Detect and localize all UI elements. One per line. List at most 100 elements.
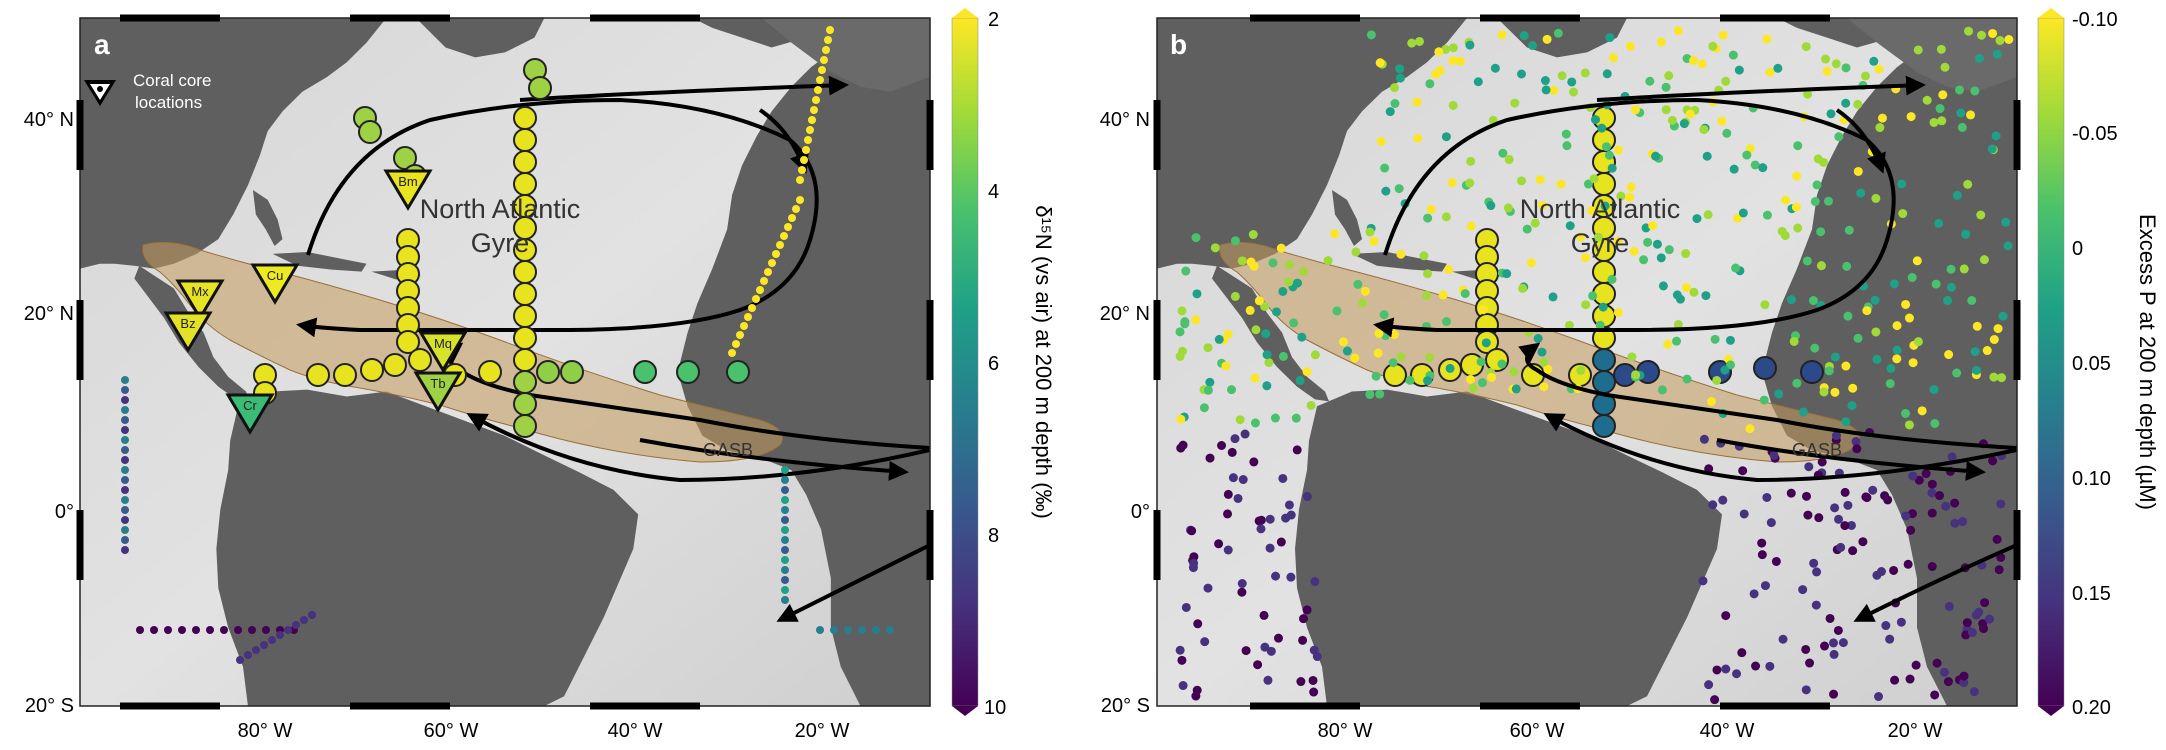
station-dot bbox=[1465, 374, 1475, 384]
station-dot bbox=[1383, 363, 1407, 387]
lon-60w-a: 60° W bbox=[424, 720, 479, 742]
station-dot bbox=[1419, 251, 1429, 261]
station-dot bbox=[830, 626, 838, 634]
station-dot bbox=[192, 626, 200, 634]
station-dot bbox=[1762, 210, 1772, 220]
station-dot bbox=[1729, 164, 1739, 174]
station-dot bbox=[1760, 581, 1770, 591]
gyre-label-b-2: Gyre bbox=[1571, 228, 1630, 258]
station-dot bbox=[1977, 30, 1987, 40]
station-dot bbox=[804, 136, 812, 144]
station-dot bbox=[1830, 352, 1840, 362]
frame-ticks-a bbox=[76, 14, 934, 710]
station-dot bbox=[1373, 348, 1383, 358]
station-dot bbox=[1853, 166, 1863, 176]
station-dot bbox=[1592, 348, 1616, 372]
station-dot bbox=[1656, 37, 1666, 47]
lon-20w-b: 20° W bbox=[1888, 720, 1943, 742]
lon-40w-b: 40° W bbox=[1700, 720, 1755, 742]
station-dot bbox=[1556, 179, 1566, 189]
station-dot bbox=[513, 150, 537, 174]
station-dot bbox=[121, 456, 129, 464]
station-dot bbox=[816, 626, 824, 634]
station-dot bbox=[1988, 456, 1998, 466]
station-dot bbox=[1885, 634, 1895, 644]
station-dot bbox=[772, 250, 780, 258]
station-dot bbox=[1944, 350, 1954, 360]
station-dot bbox=[1394, 184, 1404, 194]
station-dot bbox=[206, 626, 214, 634]
cbar-a-tick-8: 8 bbox=[988, 525, 999, 547]
station-dot bbox=[1358, 298, 1368, 308]
station-dot bbox=[1191, 691, 1201, 701]
station-dot bbox=[676, 360, 700, 384]
lon-80w-a: 80° W bbox=[238, 720, 293, 742]
station-dot bbox=[1710, 695, 1720, 705]
station-dot bbox=[1306, 400, 1316, 410]
station-dot bbox=[826, 26, 834, 34]
station-dot bbox=[1974, 53, 1984, 63]
station-dot bbox=[244, 651, 252, 659]
station-dot bbox=[1535, 175, 1545, 185]
station-dot bbox=[1880, 491, 1890, 501]
station-dot bbox=[1825, 613, 1835, 623]
station-dot bbox=[1970, 347, 1980, 357]
station-dot bbox=[1881, 621, 1891, 631]
coral-core-marker bbox=[250, 263, 300, 305]
station-dot bbox=[1890, 675, 1900, 685]
station-dot bbox=[1930, 418, 1940, 428]
station-dot bbox=[1374, 329, 1384, 339]
station-dot bbox=[1250, 373, 1260, 383]
station-dot bbox=[781, 486, 789, 494]
station-dot bbox=[1414, 36, 1424, 46]
station-dot bbox=[150, 626, 158, 634]
station-dot bbox=[1510, 98, 1520, 108]
station-dot bbox=[121, 386, 129, 394]
station-dot bbox=[262, 626, 270, 634]
station-dot bbox=[1834, 514, 1844, 524]
station-dot bbox=[1721, 664, 1731, 674]
station-dot bbox=[748, 304, 756, 312]
station-dot bbox=[1466, 221, 1476, 231]
station-dots-a bbox=[121, 26, 894, 664]
station-dot bbox=[1388, 358, 1398, 368]
station-dot bbox=[1422, 290, 1432, 300]
station-dot bbox=[536, 360, 560, 384]
station-dot bbox=[1812, 180, 1822, 190]
station-dot bbox=[1265, 514, 1275, 524]
station-dot bbox=[1445, 363, 1455, 373]
cbar-a-tick-10: 10 bbox=[984, 697, 1006, 719]
station-dot bbox=[1576, 232, 1586, 242]
station-dot bbox=[1543, 364, 1553, 374]
station-dot bbox=[1681, 249, 1691, 259]
station-dot bbox=[781, 476, 789, 484]
station-dot bbox=[1773, 63, 1783, 73]
station-dot bbox=[1511, 384, 1521, 394]
station-dot bbox=[1738, 208, 1748, 218]
station-dot bbox=[1874, 64, 1884, 74]
station-dot bbox=[1952, 368, 1962, 378]
station-dot bbox=[1892, 321, 1902, 331]
station-dot bbox=[1673, 26, 1683, 36]
station-dot bbox=[1278, 473, 1288, 483]
station-dot bbox=[1203, 385, 1213, 395]
arrow-south-lower bbox=[776, 543, 930, 622]
station-dot bbox=[1181, 602, 1191, 612]
station-dot bbox=[844, 626, 852, 634]
station-dot bbox=[1504, 155, 1514, 165]
station-dot bbox=[236, 656, 244, 664]
station-dot bbox=[1292, 445, 1302, 455]
station-dot bbox=[1230, 291, 1240, 301]
station-dot bbox=[1286, 572, 1296, 582]
station-dot bbox=[1903, 559, 1913, 569]
station-dot bbox=[1526, 258, 1536, 268]
station-dot bbox=[1848, 546, 1858, 556]
station-dot bbox=[1904, 313, 1914, 323]
station-dot bbox=[1733, 213, 1743, 223]
station-dot bbox=[1966, 110, 1976, 120]
station-dot bbox=[1901, 299, 1911, 309]
station-dot bbox=[1455, 56, 1465, 66]
lon-20w-a: 20° W bbox=[795, 720, 850, 742]
station-dot bbox=[1786, 295, 1796, 305]
cbar-a-tick-6: 6 bbox=[988, 353, 999, 375]
